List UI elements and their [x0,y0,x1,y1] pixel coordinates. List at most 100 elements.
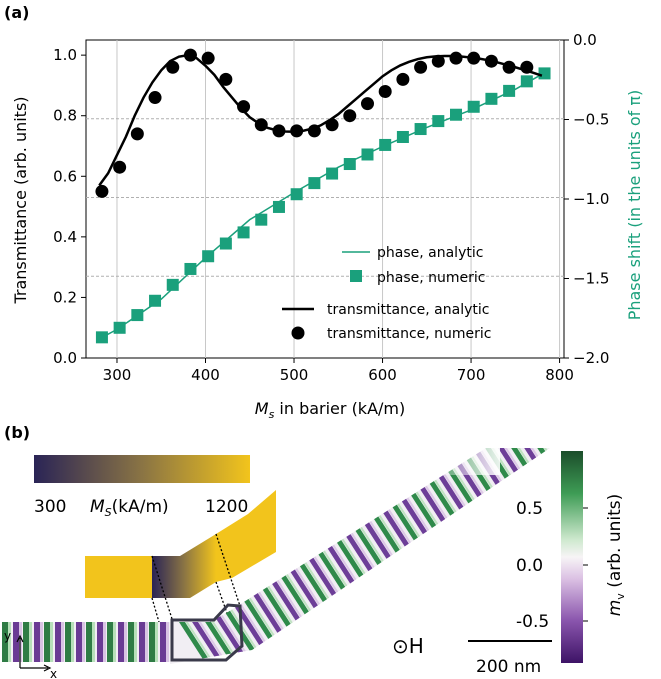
mv-tick-neg: -0.5 [516,612,549,632]
xy-axes [16,634,52,672]
wave-band-positive [2,622,8,662]
transmittance-numeric-point [378,84,392,98]
field-direction-label: ⊙H [392,634,424,658]
axis-y-label: y [4,629,11,643]
transmittance-numeric-point [219,72,233,86]
wave-band-light [40,622,43,662]
panel-a-label: (a) [4,3,29,22]
wave-band-positive [107,622,113,662]
phase-numeric-point [450,108,463,121]
phase-numeric-point [184,262,197,275]
transmittance-numeric-point [237,100,251,114]
y-ticks-left: 0.0 0.2 0.4 0.6 0.8 1.0 [53,46,86,367]
phase-numeric-point [432,115,445,128]
x-ticks: 300 400 500 600 700 800 [103,358,574,384]
phase-numeric-point [361,148,374,161]
phase-numeric-point [166,278,179,291]
wave-band-light [134,622,137,662]
transmittance-numeric-point [290,124,304,138]
x-tick-label: 800 [545,366,574,384]
wave-band-light [145,622,148,662]
phase-numeric-point [290,188,303,201]
transmittance-numeric-point [183,48,197,62]
x-tick-label: 400 [191,366,220,384]
transmittance-numeric-point [502,60,516,74]
transmittance-numeric-point [254,118,268,132]
axis-x-label: x [50,667,57,679]
ms-colorbar-max: 1200 [205,497,248,517]
phase-numeric-point [485,92,498,105]
y-tick-label-left: 1.0 [53,46,77,64]
y-ticks-right: 0.0 −0.5 −1.0 −1.5 −2.0 [564,31,609,367]
y-tick-label-right: −2.0 [573,349,609,367]
wave-band-light [50,622,53,662]
y-axis-label-right: Phase shift (in the units of π) [625,90,644,321]
transmittance-numeric-point [431,54,445,68]
legend-trans-numeric-swatch [291,326,305,340]
wave-band-light [92,622,95,662]
transmittance-numeric-point [414,60,428,74]
transmittance-numeric-point [449,51,463,65]
phase-numeric-point [95,331,108,344]
phase-numeric-point [503,84,516,97]
wave-band-light [61,622,64,662]
phase-numeric-point [113,321,126,334]
y-tick-label-right: −1.5 [573,270,609,288]
wave-band-negative [34,622,40,662]
scale-bar-label: 200 nm [476,657,541,677]
ms-map-right-arm [216,490,276,582]
ms-map-barrier [152,534,216,598]
wave-band-light [166,622,169,662]
phase-numeric-point [414,123,427,136]
phase-numeric-point [538,67,551,80]
mv-tick-zero: 0.0 [516,556,543,576]
ms-map-left-arm [85,556,152,598]
transmittance-numeric-point [325,118,339,132]
phase-numeric-point [149,294,162,307]
x-tick-label: 700 [457,366,486,384]
wave-band-positive [128,622,134,662]
wave-band-light [29,622,32,662]
transmittance-numeric-point [484,54,498,68]
transmittance-numeric-point [272,124,286,138]
phase-numeric-point [202,250,215,263]
phase-numeric-point [467,100,480,113]
wave-band-positive [86,622,92,662]
mv-tick-pos: 0.5 [516,499,543,519]
y-tick-label-right: −1.0 [573,190,609,208]
transmittance-numeric-point [95,184,109,198]
legend-phase-analytic-label: phase, analytic [377,245,483,261]
ms-colorbar-gradient [34,455,250,483]
barrier-outline [170,603,244,662]
wave-band-positive [149,622,155,662]
legend-phase-numeric-label: phase, numeric [377,270,486,286]
phase-numeric-point [308,177,321,190]
wave-band-negative [55,622,61,662]
chart-a: 300 400 500 600 700 800 0.0 0.2 0.4 0.6 0.8 1.0 0.… [11,31,644,421]
transmittance-numeric-point [113,160,127,174]
wave-band-positive [44,622,50,662]
ms-map-inset [85,490,276,598]
wave-band-light [82,622,85,662]
transmittance-numeric-point [360,97,374,111]
y-tick-label-right: −0.5 [573,111,609,129]
waveguide-fade [420,445,500,475]
wave-band-negative [139,622,145,662]
plot-frame [85,39,565,359]
legend-transmittance: transmittance, analytic transmittance, n… [282,302,492,342]
wave-band-negative [97,622,103,662]
reference-lines [86,118,564,277]
legend-trans-numeric-label: transmittance, numeric [327,326,492,342]
x-axis-label: Ms in barier (kA/m) [255,399,405,421]
legend-phase: phase, analytic phase, numeric [342,245,486,286]
transmittance-numeric-point [307,124,321,138]
legend-phase-numeric-swatch [350,270,362,282]
phase-numeric-point [396,130,409,143]
wave-band-light [124,622,127,662]
ms-colorbar-label: MS(kA/m) [90,497,169,519]
mv-colorbar-gradient [561,451,583,663]
phase-numeric-point [343,158,356,171]
series-layer [95,48,551,344]
y-tick-label-left: 0.6 [53,167,77,185]
